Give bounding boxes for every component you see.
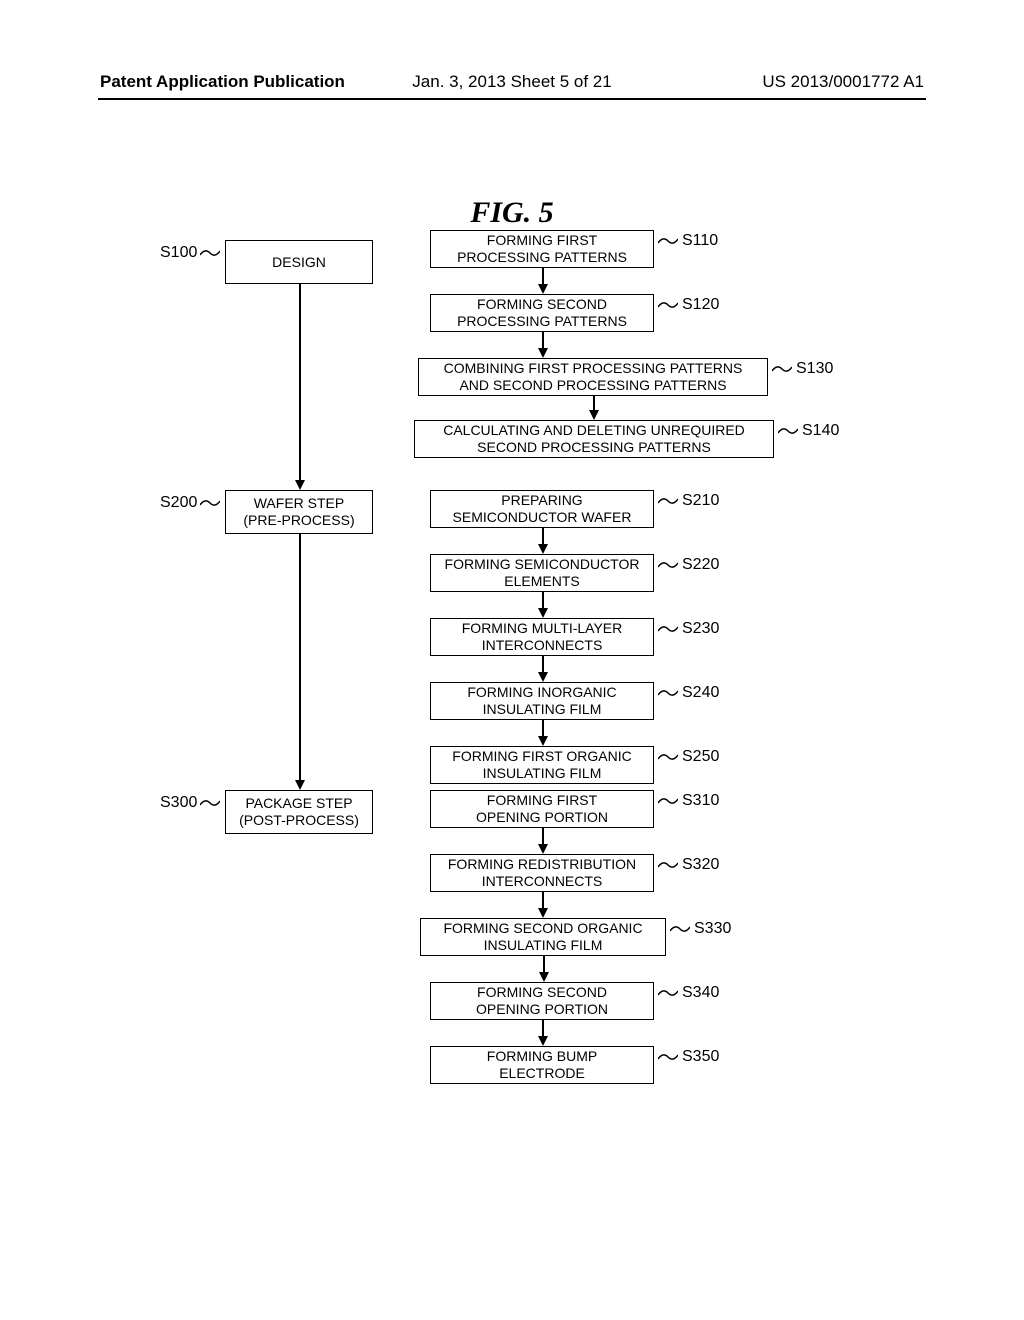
tilde-connector: [200, 798, 220, 808]
flow-label-s140: S140: [802, 422, 839, 440]
flow-label-s110: S110: [682, 232, 718, 250]
tilde-connector: [658, 796, 678, 806]
flow-arrow: [299, 284, 301, 481]
flow-label-s240: S240: [682, 684, 719, 702]
arrowhead-icon: [538, 672, 548, 682]
tilde-connector: [200, 248, 220, 258]
tilde-connector: [670, 924, 690, 934]
flow-label-s200: S200: [160, 494, 197, 512]
flow-arrow: [542, 656, 544, 673]
header-right: US 2013/0001772 A1: [762, 72, 924, 92]
flow-arrow: [542, 332, 544, 349]
flow-arrow: [542, 528, 544, 545]
figure-title: FIG. 5: [470, 196, 553, 230]
flow-box-s320: FORMING REDISTRIBUTION INTERCONNECTS: [430, 854, 654, 892]
flow-label-s300: S300: [160, 794, 197, 812]
flow-box-s230: FORMING MULTI-LAYER INTERCONNECTS: [430, 618, 654, 656]
page-header: Patent Application Publication Jan. 3, 2…: [0, 72, 1024, 92]
arrowhead-icon: [538, 908, 548, 918]
arrowhead-icon: [295, 780, 305, 790]
tilde-connector: [658, 496, 678, 506]
flow-box-s310: FORMING FIRST OPENING PORTION: [430, 790, 654, 828]
flow-label-s250: S250: [682, 748, 719, 766]
flow-label-s220: S220: [682, 556, 719, 574]
tilde-connector: [658, 624, 678, 634]
flow-box-s250: FORMING FIRST ORGANIC INSULATING FILM: [430, 746, 654, 784]
arrowhead-icon: [538, 844, 548, 854]
tilde-connector: [778, 426, 798, 436]
flow-label-s210: S210: [682, 492, 719, 510]
flow-box-s240: FORMING INORGANIC INSULATING FILM: [430, 682, 654, 720]
flow-arrow: [593, 396, 595, 411]
flow-arrow: [542, 720, 544, 737]
flow-box-s200: WAFER STEP (PRE-PROCESS): [225, 490, 373, 534]
tilde-connector: [658, 300, 678, 310]
flow-box-s220: FORMING SEMICONDUCTOR ELEMENTS: [430, 554, 654, 592]
tilde-connector: [772, 364, 792, 374]
tilde-connector: [658, 988, 678, 998]
tilde-connector: [658, 688, 678, 698]
flow-label-s230: S230: [682, 620, 719, 638]
flow-box-s340: FORMING SECOND OPENING PORTION: [430, 982, 654, 1020]
arrowhead-icon: [538, 348, 548, 358]
header-center: Jan. 3, 2013 Sheet 5 of 21: [412, 72, 611, 92]
header-left: Patent Application Publication: [100, 72, 345, 92]
tilde-connector: [658, 752, 678, 762]
flow-box-s350: FORMING BUMP ELECTRODE: [430, 1046, 654, 1084]
arrowhead-icon: [539, 972, 549, 982]
tilde-connector: [658, 860, 678, 870]
flow-label-s320: S320: [682, 856, 719, 874]
arrowhead-icon: [538, 544, 548, 554]
flow-box-s120: FORMING SECOND PROCESSING PATTERNS: [430, 294, 654, 332]
arrowhead-icon: [538, 284, 548, 294]
arrowhead-icon: [538, 736, 548, 746]
flow-label-s310: S310: [682, 792, 719, 810]
flow-arrow: [543, 956, 545, 973]
flow-arrow: [542, 828, 544, 845]
arrowhead-icon: [589, 410, 599, 420]
flow-label-s100: S100: [160, 244, 197, 262]
flow-box-s330: FORMING SECOND ORGANIC INSULATING FILM: [420, 918, 666, 956]
flow-box-s110: FORMING FIRST PROCESSING PATTERNS: [430, 230, 654, 268]
flow-arrow: [542, 268, 544, 285]
tilde-connector: [200, 498, 220, 508]
flow-box-s130: COMBINING FIRST PROCESSING PATTERNS AND …: [418, 358, 768, 396]
flow-arrow: [542, 892, 544, 909]
arrowhead-icon: [538, 1036, 548, 1046]
flow-box-s100: DESIGN: [225, 240, 373, 284]
tilde-connector: [658, 1052, 678, 1062]
tilde-connector: [658, 236, 678, 246]
flow-label-s340: S340: [682, 984, 719, 1002]
flow-box-s140: CALCULATING AND DELETING UNREQUIRED SECO…: [414, 420, 774, 458]
flow-arrow: [542, 1020, 544, 1037]
flow-label-s350: S350: [682, 1048, 719, 1066]
header-divider: [98, 98, 926, 100]
flow-arrow: [299, 534, 301, 781]
flow-label-s330: S330: [694, 920, 731, 938]
flow-arrow: [542, 592, 544, 609]
flow-box-s300: PACKAGE STEP (POST-PROCESS): [225, 790, 373, 834]
flow-box-s210: PREPARING SEMICONDUCTOR WAFER: [430, 490, 654, 528]
arrowhead-icon: [295, 480, 305, 490]
arrowhead-icon: [538, 608, 548, 618]
flow-label-s130: S130: [796, 360, 833, 378]
tilde-connector: [658, 560, 678, 570]
flow-label-s120: S120: [682, 296, 719, 314]
